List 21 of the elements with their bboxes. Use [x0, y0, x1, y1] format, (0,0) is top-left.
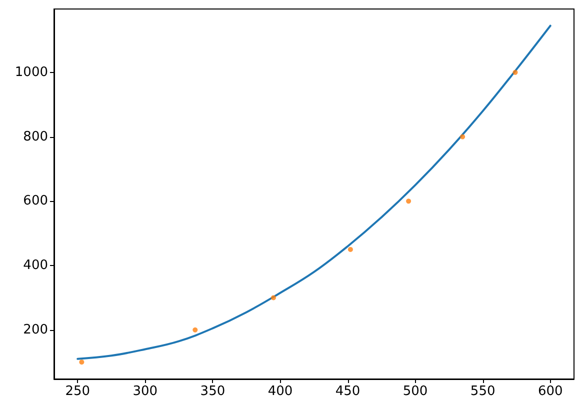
point — [512, 70, 518, 75]
point — [460, 134, 466, 140]
y-tick-label: 800 — [23, 129, 48, 144]
x-tick-label: 600 — [538, 384, 563, 399]
point — [348, 246, 353, 252]
point — [192, 327, 198, 332]
point — [79, 360, 84, 365]
x-tick-label: 400 — [268, 384, 293, 399]
y-tick-label: 400 — [23, 258, 48, 274]
x-tick-label: 350 — [200, 384, 226, 399]
x-tick-label: 300 — [132, 384, 158, 399]
y-tick-label: 600 — [23, 194, 48, 209]
y-tick-label: 200 — [23, 322, 48, 338]
point — [270, 295, 276, 300]
x-tick-label: 250 — [65, 384, 90, 399]
x-tick-label: 550 — [470, 384, 496, 399]
line-series — [76, 24, 552, 360]
x-tick-label: 500 — [402, 384, 428, 399]
point — [406, 198, 412, 204]
y-tick-label: 1000 — [14, 64, 48, 80]
x-tick-label: 450 — [335, 384, 360, 399]
